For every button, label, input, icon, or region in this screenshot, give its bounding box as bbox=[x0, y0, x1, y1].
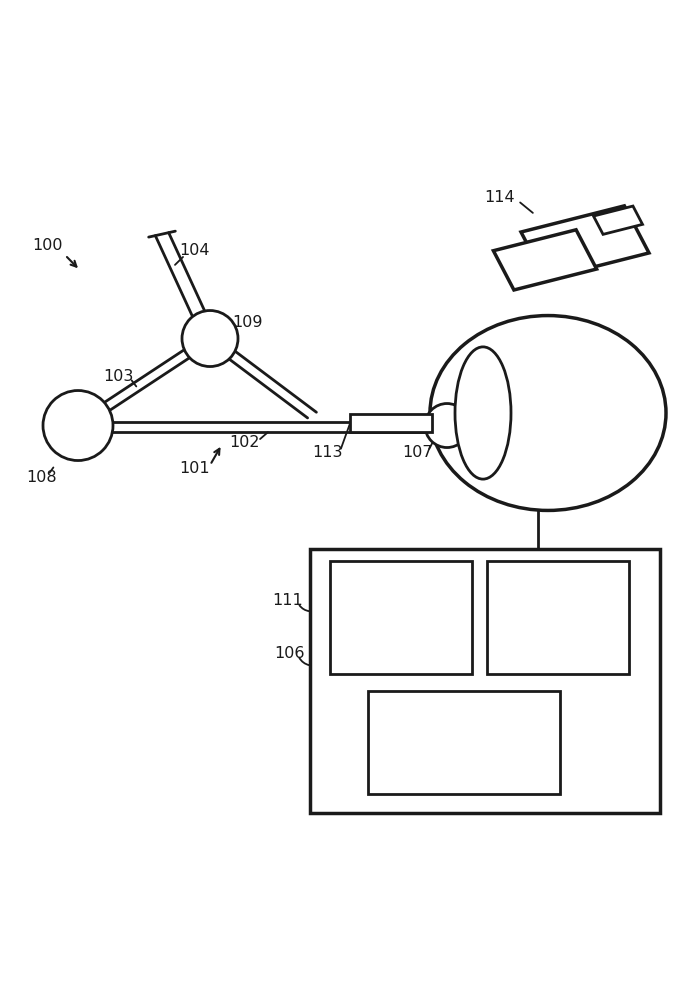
Text: 107: 107 bbox=[403, 445, 433, 460]
Polygon shape bbox=[521, 206, 649, 279]
Text: 105: 105 bbox=[570, 331, 600, 346]
Text: 115̲: 115̲ bbox=[541, 609, 574, 627]
Bar bbox=[368, 691, 560, 794]
Bar bbox=[330, 561, 472, 674]
Text: 109: 109 bbox=[232, 315, 263, 330]
Text: 100: 100 bbox=[33, 238, 63, 253]
Circle shape bbox=[425, 404, 469, 448]
Text: 106: 106 bbox=[275, 646, 306, 661]
Text: 112̲: 112̲ bbox=[384, 609, 418, 627]
Text: 102: 102 bbox=[230, 435, 260, 450]
Bar bbox=[55, 422, 480, 432]
Ellipse shape bbox=[430, 316, 666, 510]
Bar bbox=[310, 549, 660, 813]
Polygon shape bbox=[493, 230, 596, 290]
Circle shape bbox=[43, 391, 113, 461]
Bar bbox=[350, 414, 432, 432]
Text: 104: 104 bbox=[180, 243, 210, 258]
Text: 111: 111 bbox=[273, 593, 303, 608]
Text: 101: 101 bbox=[180, 461, 210, 476]
Text: 110̲: 110̲ bbox=[448, 734, 480, 752]
Polygon shape bbox=[594, 206, 642, 234]
Circle shape bbox=[182, 311, 238, 367]
Text: 114: 114 bbox=[484, 190, 515, 205]
Text: 108: 108 bbox=[26, 470, 57, 485]
Ellipse shape bbox=[455, 347, 511, 479]
Text: 113: 113 bbox=[313, 445, 343, 460]
Text: 103: 103 bbox=[103, 369, 133, 384]
Bar bbox=[487, 561, 629, 674]
